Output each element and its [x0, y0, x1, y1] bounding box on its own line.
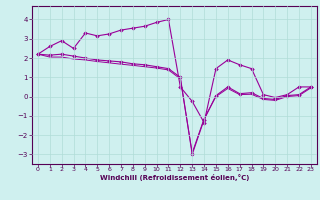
X-axis label: Windchill (Refroidissement éolien,°C): Windchill (Refroidissement éolien,°C) — [100, 174, 249, 181]
